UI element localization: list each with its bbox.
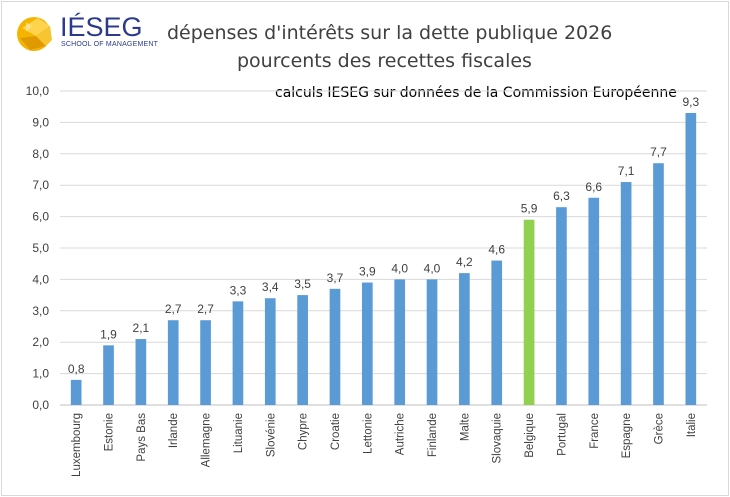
x-tick-label: Allemagne: [201, 413, 213, 467]
y-tick-label: 5,0: [32, 241, 49, 255]
y-tick-label: 7,0: [32, 178, 49, 192]
x-tick-label: Malte: [459, 413, 471, 441]
x-tick-label: France: [589, 413, 601, 449]
chart-title: dépenses d'intérêts sur la dette publiqu…: [167, 22, 613, 44]
y-tick-label: 1,0: [32, 367, 49, 381]
x-tick-label: Autriche: [395, 413, 407, 455]
data-label: 3,9: [359, 265, 376, 279]
bar-italie: [685, 112, 697, 405]
x-tick-label: Estonie: [104, 413, 116, 451]
data-label: 4,0: [391, 261, 408, 275]
logo-emblem-icon: [17, 17, 52, 51]
data-label: 6,3: [553, 189, 570, 203]
data-label: 6,6: [585, 180, 602, 194]
y-tick-label: 4,0: [32, 272, 49, 286]
data-label: 7,7: [650, 145, 667, 159]
x-tick-label: Slovaquie: [492, 413, 504, 464]
x-tick-label: Lettonie: [362, 413, 374, 454]
chart-subtitle: pourcents des recettes fiscales: [237, 50, 532, 72]
bar-finlande: [426, 279, 438, 405]
data-label: 2,7: [197, 302, 214, 316]
logo-subtitle: SCHOOL OF MANAGEMENT: [61, 41, 159, 48]
data-label: 1,9: [100, 327, 117, 341]
x-tick-label: Irlande: [168, 413, 180, 448]
bar-belgique: [523, 219, 535, 405]
data-label: 3,4: [262, 280, 279, 294]
data-label: 5,9: [521, 202, 538, 216]
bar-espagne: [620, 182, 632, 405]
data-label: 0,8: [68, 362, 85, 376]
data-label: 3,3: [230, 283, 247, 297]
bar-estonie: [103, 345, 114, 405]
data-label: 2,7: [165, 302, 182, 316]
y-tick-label: 8,0: [32, 147, 49, 161]
bar-lituanie: [232, 301, 244, 405]
y-tick-label: 9,0: [32, 115, 49, 129]
x-tick-label: Luxembourg: [71, 413, 83, 477]
x-tick-label: Lituanie: [233, 413, 245, 453]
bar-luxembourg: [70, 379, 82, 405]
data-label: 9,3: [682, 95, 699, 109]
bar-allemagne: [200, 320, 211, 405]
bar-croatie: [329, 288, 341, 405]
x-tick-label: Chypre: [298, 413, 310, 450]
x-tick-label: Italie: [686, 413, 698, 437]
ieseg-logo: IÉSEG SCHOOL OF MANAGEMENT: [16, 12, 166, 54]
bar-lettonie: [361, 282, 373, 405]
data-label: 4,0: [424, 261, 441, 275]
y-tick-label: 0,0: [32, 398, 49, 412]
y-tick-label: 10,0: [26, 84, 50, 98]
data-label: 4,2: [456, 255, 473, 269]
x-tick-label: Portugal: [556, 413, 568, 456]
bar-slov-nie: [264, 298, 276, 405]
data-label: 3,7: [327, 271, 344, 285]
logo-wordmark: IÉSEG: [60, 12, 143, 42]
x-tick-label: Croatie: [330, 413, 342, 450]
x-tick-label: Pays Bas: [136, 413, 148, 462]
bar-france: [588, 197, 600, 405]
bar-pays-bas: [135, 339, 147, 405]
y-tick-label: 2,0: [32, 335, 49, 349]
data-label: 3,5: [294, 277, 311, 291]
y-tick-label: 6,0: [32, 210, 49, 224]
x-tick-label: Grèce: [653, 413, 665, 444]
x-tick-label: Finlande: [427, 413, 439, 457]
source-note: calculs IESEG sur données de la Commissi…: [275, 85, 677, 101]
y-tick-label: 3,0: [32, 304, 49, 318]
bar-portugal: [556, 207, 567, 405]
data-label: 2,1: [133, 321, 150, 335]
x-tick-label: Espagne: [621, 413, 633, 458]
x-tick-label: Slovénie: [265, 413, 277, 457]
bar-malte: [459, 273, 470, 405]
bar-gr-ce: [653, 163, 664, 405]
data-label: 7,1: [618, 164, 635, 178]
data-label: 4,6: [488, 243, 505, 257]
bar-irlande: [167, 320, 179, 405]
bar-chypre: [297, 295, 308, 405]
x-tick-label: Belgique: [524, 413, 536, 458]
bar-autriche: [394, 279, 406, 405]
bar-slovaquie: [491, 260, 503, 405]
